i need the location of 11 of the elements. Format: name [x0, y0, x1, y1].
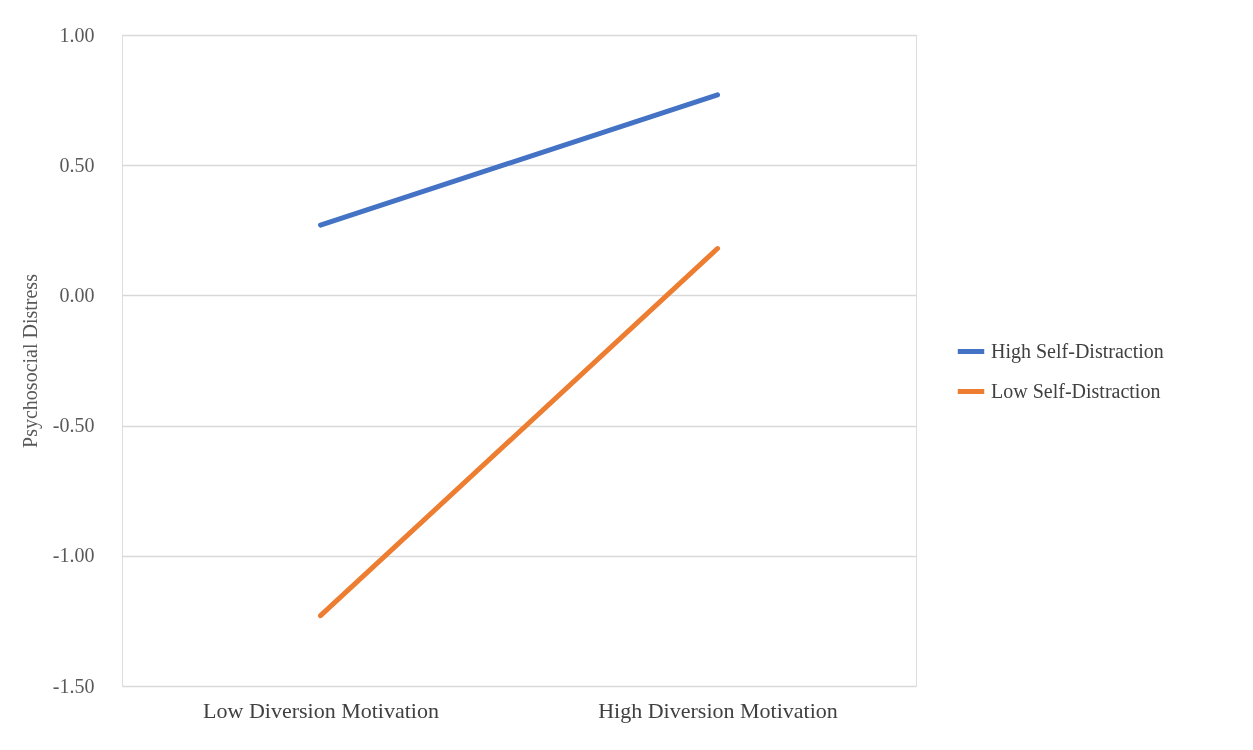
x-tick-label: Low Diversion Motivation — [203, 697, 439, 723]
legend-label: Low Self-Distraction — [991, 379, 1161, 402]
x-tick-label: High Diversion Motivation — [598, 697, 838, 723]
legend-label: High Self-Distraction — [991, 339, 1164, 363]
y-tick-label: -1.00 — [52, 544, 95, 567]
y-tick-label: 0.50 — [59, 153, 95, 176]
y-tick-label: 1.00 — [59, 23, 95, 46]
y-tick-label: -1.50 — [52, 674, 95, 697]
y-axis-title: Psychosocial Distress — [18, 273, 42, 448]
y-tick-label: 0.00 — [59, 283, 95, 306]
y-tick-label: -0.50 — [52, 414, 95, 437]
